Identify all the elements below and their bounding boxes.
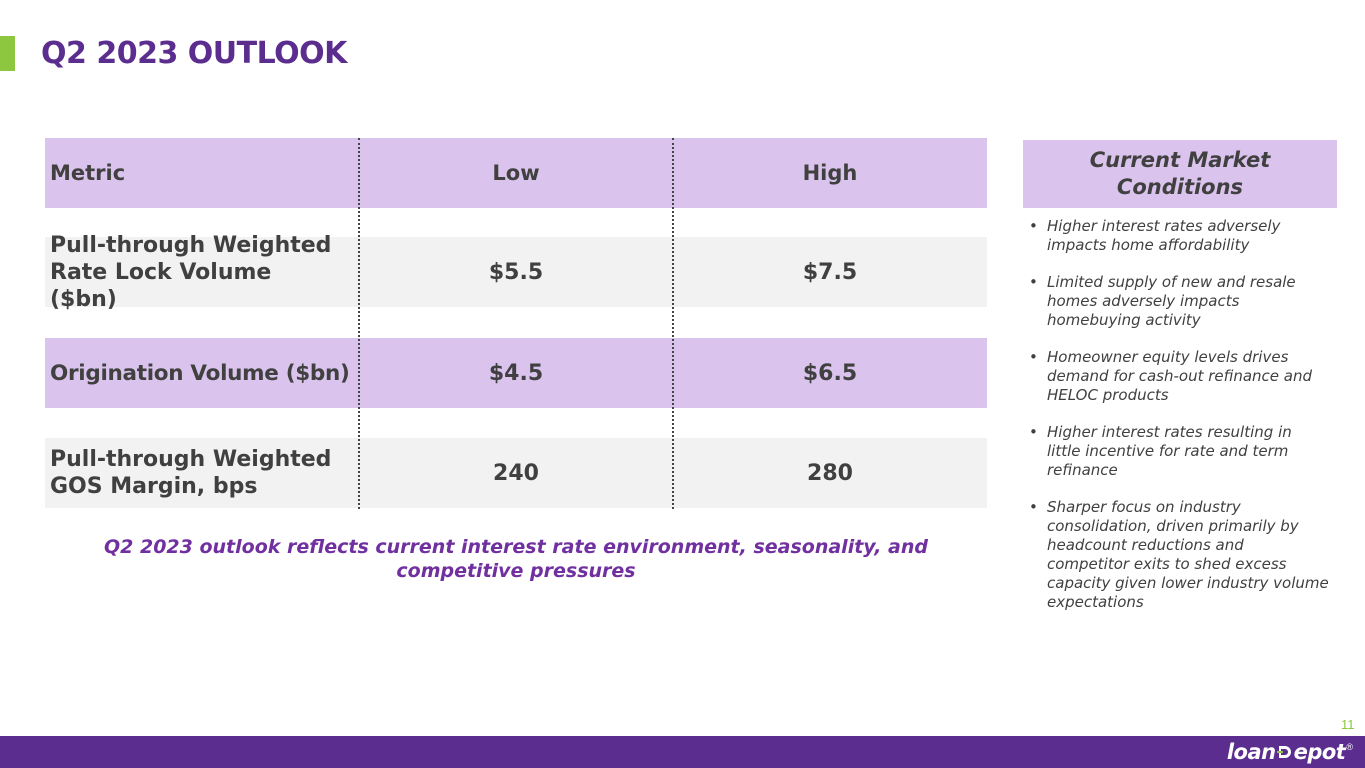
outlook-table: Metric Low High Pull-through Weighted Ra… xyxy=(45,138,987,509)
metric-label: Pull-through Weighted Rate Lock Volume (… xyxy=(50,232,332,312)
page-number: 11 xyxy=(1341,717,1355,732)
metric-label: Pull-through Weighted GOS Margin, bps xyxy=(50,447,332,499)
market-conditions-header: Current Market Conditions xyxy=(1023,140,1337,208)
market-conditions-list: • Higher interest rates adversely impacts… xyxy=(1029,217,1329,630)
bullet-icon: • xyxy=(1029,273,1038,291)
column-divider xyxy=(358,138,360,509)
list-item: • Higher interest rates adversely impacts… xyxy=(1029,217,1281,254)
bullet-icon: • xyxy=(1029,348,1038,366)
list-item: • Homeowner equity levels drives demand f… xyxy=(1029,348,1313,404)
list-item: • Limited supply of new and resale homes … xyxy=(1029,273,1296,329)
header-high: High xyxy=(802,161,858,185)
header-metric: Metric xyxy=(50,161,126,185)
low-value: $5.5 xyxy=(488,259,544,285)
table-row: Pull-through Weighted GOS Margin, bps 24… xyxy=(45,438,987,508)
page-title: Q2 2023 OUTLOOK xyxy=(41,36,347,71)
metric-label: Origination Volume ($bn) xyxy=(50,360,350,386)
header-low: Low xyxy=(492,161,540,185)
high-value: $7.5 xyxy=(802,259,858,285)
table-header-row: Metric Low High xyxy=(45,138,987,208)
high-value: $6.5 xyxy=(802,360,858,386)
market-conditions-title: Current Market Conditions xyxy=(1089,148,1271,199)
loandepot-logo: loan epot ® xyxy=(1226,740,1353,764)
low-value: 240 xyxy=(493,460,539,486)
high-value: 280 xyxy=(807,460,853,486)
bullet-icon: • xyxy=(1029,423,1038,441)
list-item: • Sharper focus on industry consolidation… xyxy=(1029,498,1329,611)
footer-bar: loan epot ® xyxy=(0,736,1365,768)
bullet-icon: • xyxy=(1029,498,1038,516)
column-divider xyxy=(672,138,674,509)
table-row: Pull-through Weighted Rate Lock Volume (… xyxy=(45,233,987,312)
table-row: Origination Volume ($bn) $4.5 $6.5 xyxy=(45,338,987,408)
outlook-footnote: Q2 2023 outlook reflects current interes… xyxy=(104,536,928,582)
list-item: • Higher interest rates resulting in litt… xyxy=(1029,423,1292,479)
logo-mark-icon xyxy=(1276,746,1291,758)
title-accent-bar xyxy=(0,36,15,71)
bullet-icon: • xyxy=(1029,217,1038,235)
low-value: $4.5 xyxy=(488,360,544,386)
